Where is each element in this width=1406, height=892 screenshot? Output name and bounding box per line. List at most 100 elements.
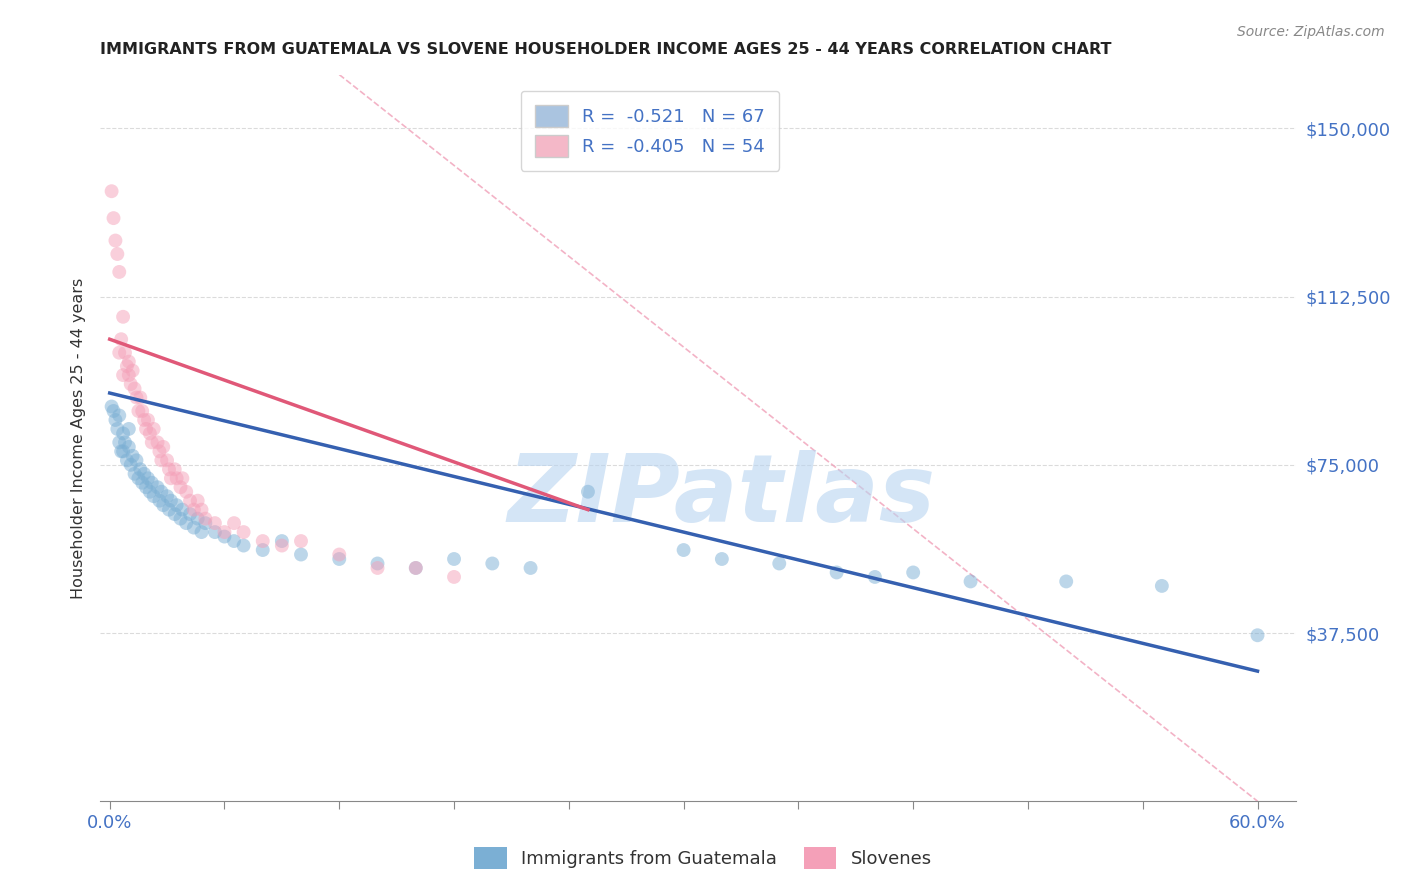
Point bbox=[169, 511, 191, 525]
Text: ZIPatlas: ZIPatlas bbox=[508, 450, 936, 542]
Point bbox=[863, 570, 886, 584]
Point bbox=[120, 377, 142, 392]
Point bbox=[443, 552, 465, 566]
Point bbox=[190, 502, 212, 516]
Point bbox=[481, 557, 503, 571]
Point bbox=[142, 422, 165, 436]
Point bbox=[112, 444, 135, 458]
Point bbox=[105, 422, 128, 436]
Point bbox=[118, 368, 141, 383]
Point bbox=[710, 552, 733, 566]
Point bbox=[179, 507, 201, 521]
Point bbox=[166, 471, 188, 485]
Point bbox=[172, 502, 194, 516]
Point bbox=[129, 391, 152, 405]
Point bbox=[110, 332, 132, 346]
Point bbox=[127, 404, 149, 418]
Point bbox=[136, 471, 159, 485]
Point bbox=[174, 484, 197, 499]
Point bbox=[190, 525, 212, 540]
Point bbox=[328, 548, 350, 562]
Point bbox=[100, 184, 122, 198]
Point bbox=[118, 354, 141, 368]
Point bbox=[405, 561, 427, 575]
Point bbox=[214, 525, 236, 540]
Legend: Immigrants from Guatemala, Slovenes: Immigrants from Guatemala, Slovenes bbox=[465, 838, 941, 879]
Point bbox=[152, 498, 174, 512]
Point bbox=[232, 539, 254, 553]
Point bbox=[163, 507, 186, 521]
Point bbox=[115, 453, 138, 467]
Point bbox=[139, 426, 162, 441]
Point bbox=[108, 435, 131, 450]
Point bbox=[672, 543, 695, 558]
Point bbox=[1150, 579, 1173, 593]
Point bbox=[121, 363, 143, 377]
Point bbox=[156, 489, 179, 503]
Point bbox=[174, 516, 197, 530]
Point bbox=[367, 557, 389, 571]
Point bbox=[103, 404, 125, 418]
Point bbox=[150, 453, 173, 467]
Point bbox=[150, 484, 173, 499]
Point bbox=[114, 435, 136, 450]
Point bbox=[194, 511, 217, 525]
Point bbox=[576, 484, 599, 499]
Point bbox=[187, 493, 209, 508]
Text: IMMIGRANTS FROM GUATEMALA VS SLOVENE HOUSEHOLDER INCOME AGES 25 - 44 YEARS CORRE: IMMIGRANTS FROM GUATEMALA VS SLOVENE HOU… bbox=[100, 42, 1112, 57]
Point bbox=[134, 467, 156, 481]
Legend: R =  -0.521   N = 67, R =  -0.405   N = 54: R = -0.521 N = 67, R = -0.405 N = 54 bbox=[520, 91, 779, 171]
Point bbox=[166, 498, 188, 512]
Point bbox=[163, 462, 186, 476]
Text: Source: ZipAtlas.com: Source: ZipAtlas.com bbox=[1237, 25, 1385, 39]
Point bbox=[142, 489, 165, 503]
Point bbox=[768, 557, 790, 571]
Point bbox=[1054, 574, 1077, 589]
Point bbox=[100, 400, 122, 414]
Point bbox=[270, 534, 292, 549]
Point bbox=[156, 453, 179, 467]
Point bbox=[125, 453, 148, 467]
Point bbox=[519, 561, 541, 575]
Point bbox=[252, 543, 274, 558]
Point bbox=[959, 574, 981, 589]
Point bbox=[125, 391, 148, 405]
Point bbox=[112, 426, 135, 441]
Point bbox=[204, 516, 226, 530]
Point bbox=[1246, 628, 1268, 642]
Point bbox=[104, 413, 127, 427]
Point bbox=[146, 480, 169, 494]
Point bbox=[328, 552, 350, 566]
Point bbox=[129, 462, 152, 476]
Point bbox=[367, 561, 389, 575]
Point bbox=[124, 382, 146, 396]
Point bbox=[139, 484, 162, 499]
Point bbox=[136, 413, 159, 427]
Point bbox=[112, 368, 135, 383]
Point bbox=[169, 480, 191, 494]
Point bbox=[105, 247, 128, 261]
Point bbox=[118, 422, 141, 436]
Point bbox=[135, 422, 157, 436]
Y-axis label: Householder Income Ages 25 - 44 years: Householder Income Ages 25 - 44 years bbox=[72, 277, 86, 599]
Point bbox=[270, 539, 292, 553]
Point bbox=[825, 566, 848, 580]
Point bbox=[183, 520, 205, 534]
Point bbox=[152, 440, 174, 454]
Point bbox=[127, 471, 149, 485]
Point bbox=[204, 525, 226, 540]
Point bbox=[405, 561, 427, 575]
Point bbox=[290, 548, 312, 562]
Point bbox=[103, 211, 125, 226]
Point bbox=[172, 471, 194, 485]
Point bbox=[135, 480, 157, 494]
Point bbox=[148, 493, 170, 508]
Point bbox=[148, 444, 170, 458]
Point bbox=[157, 462, 180, 476]
Point bbox=[214, 530, 236, 544]
Point bbox=[141, 475, 163, 490]
Point bbox=[160, 471, 183, 485]
Point bbox=[104, 234, 127, 248]
Point bbox=[443, 570, 465, 584]
Point bbox=[112, 310, 135, 324]
